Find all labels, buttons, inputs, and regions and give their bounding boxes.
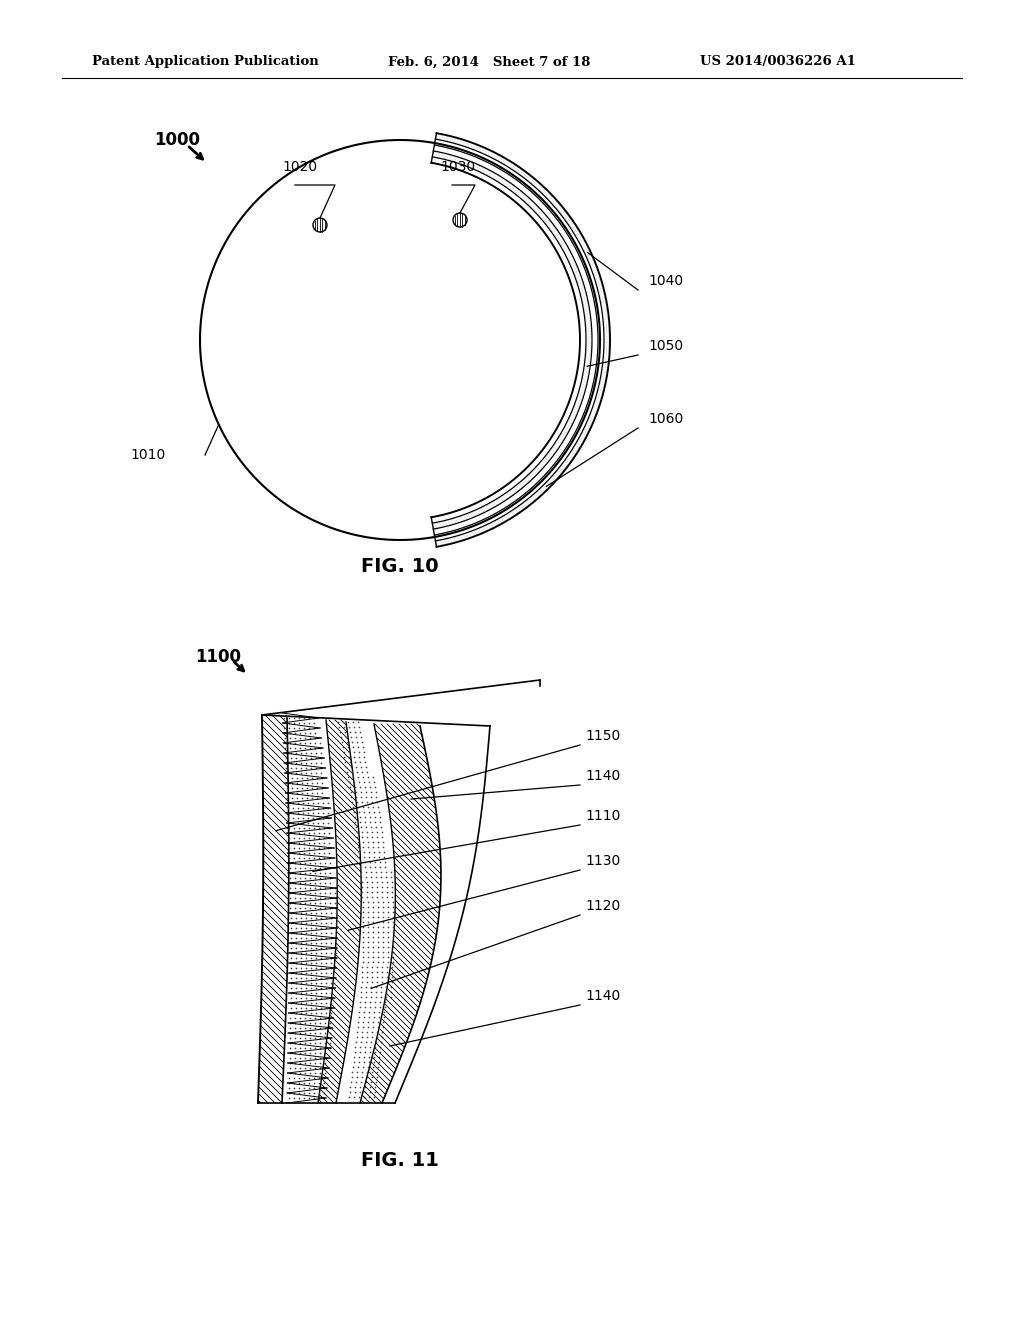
Text: 1140: 1140 [585,770,621,783]
Text: 1040: 1040 [648,275,683,288]
Text: 1010: 1010 [130,447,165,462]
Text: 1050: 1050 [648,339,683,352]
Text: 1120: 1120 [585,899,621,913]
Text: 1110: 1110 [585,809,621,822]
Text: 1150: 1150 [585,729,621,743]
Text: FIG. 11: FIG. 11 [361,1151,439,1170]
Text: FIG. 10: FIG. 10 [361,557,439,577]
Text: 1130: 1130 [585,854,621,869]
Text: 1140: 1140 [585,989,621,1003]
Text: Feb. 6, 2014   Sheet 7 of 18: Feb. 6, 2014 Sheet 7 of 18 [388,55,591,69]
Text: US 2014/0036226 A1: US 2014/0036226 A1 [700,55,856,69]
Text: 1030: 1030 [440,160,475,174]
Text: 1100: 1100 [195,648,241,667]
Text: 1060: 1060 [648,412,683,426]
Text: Patent Application Publication: Patent Application Publication [92,55,318,69]
Text: 1000: 1000 [154,131,200,149]
Text: 1020: 1020 [282,160,317,174]
